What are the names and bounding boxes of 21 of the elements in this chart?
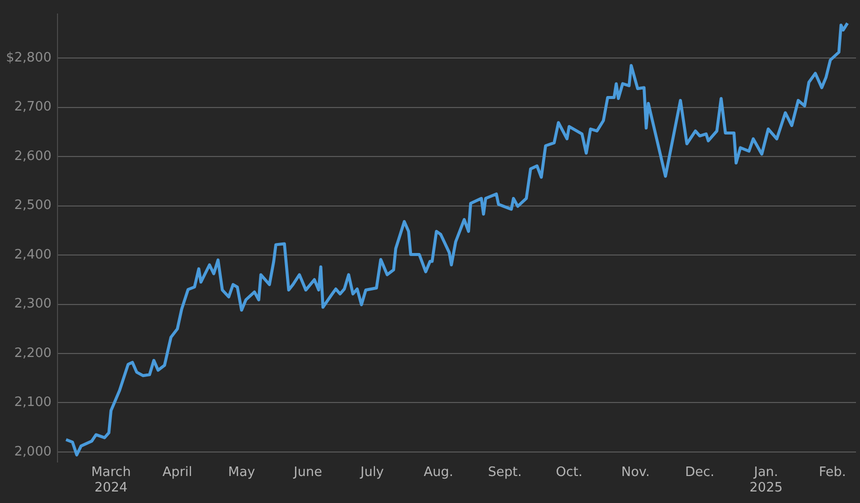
x-tick-label: Sept.	[488, 464, 522, 480]
x-tick-label: June	[292, 464, 322, 480]
x-tick-label: March 2024	[91, 464, 131, 496]
x-tick-label: May	[228, 464, 256, 480]
y-tick-label: 2,700	[14, 100, 52, 115]
y-tick-label: 2,500	[14, 198, 52, 214]
y-tick-label: $2,800	[6, 50, 52, 66]
y-tick-label: 2,400	[14, 247, 52, 262]
x-tick-label: Oct.	[556, 464, 582, 480]
x-tick-label: Nov.	[621, 464, 650, 480]
x-tick-label: July	[359, 464, 384, 480]
x-tick-label: April	[162, 464, 192, 480]
y-tick-label: 2,600	[14, 148, 52, 164]
x-tick-label: Feb.	[818, 464, 846, 480]
y-tick-label: 2,000	[14, 444, 52, 460]
y-tick-label: 2,300	[14, 296, 52, 312]
x-tick-label: Dec.	[685, 464, 714, 480]
y-tick-label: 2,100	[14, 395, 52, 410]
y-tick-label: 2,200	[14, 346, 52, 361]
x-tick-label: Aug.	[424, 464, 454, 480]
x-tick-label: Jan. 2025	[750, 464, 783, 496]
